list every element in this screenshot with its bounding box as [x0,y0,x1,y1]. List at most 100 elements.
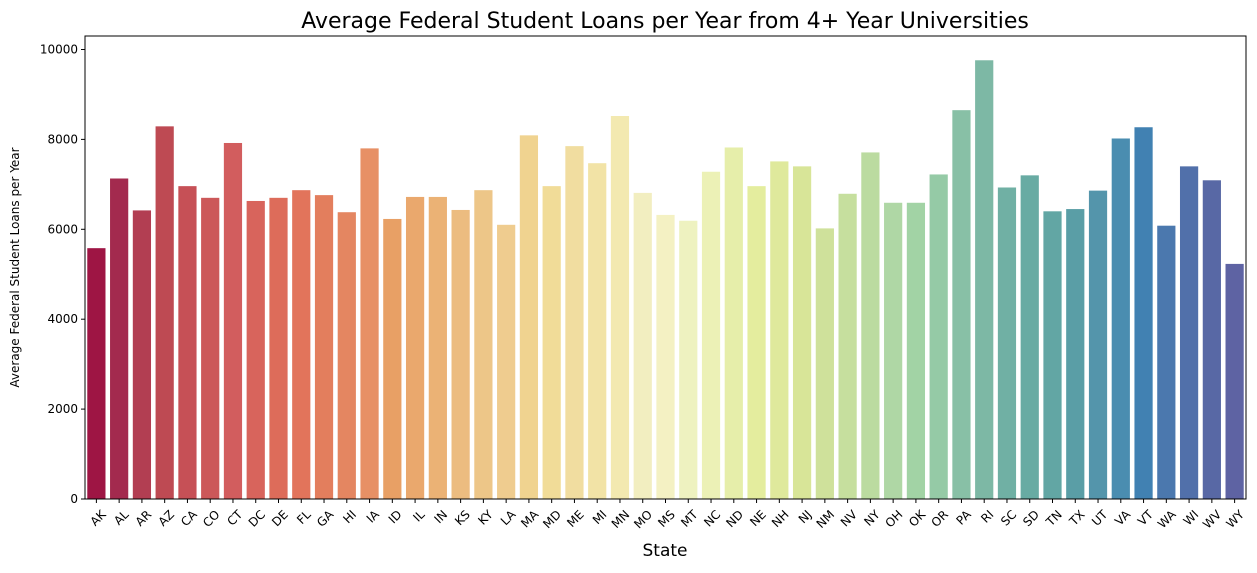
x-axis-label: State [643,541,688,561]
bar-md [542,186,561,499]
x-tick-label: TX [1066,507,1088,529]
x-tick-label: NJ [796,507,815,526]
x-tick-label: DC [246,507,268,529]
x-tick-label: MO [631,507,655,531]
x-tick-label: MD [540,507,564,531]
x-tick-label: CT [224,507,245,528]
bar-ok [906,202,926,499]
bar-il [405,196,425,499]
x-tick-label: IA [364,507,383,526]
x-tick-label: OK [906,507,929,530]
bar-ky [474,190,493,499]
x-tick-label: PA [953,507,974,528]
bar-ms [656,214,675,499]
x-tick-label: DE [269,507,291,529]
x-tick-label: NV [838,507,861,530]
y-tick-label: 6000 [47,222,78,236]
bar-az [155,126,174,499]
x-tick-label: OR [929,507,951,529]
bar-mo [633,192,652,499]
bar-nm [815,228,834,499]
x-tick-label: ND [723,507,746,530]
x-tick-label: SC [998,507,1019,528]
bar-wa [1157,225,1176,499]
bar-la [497,224,516,500]
x-tick-label: NM [814,507,838,531]
bar-wi [1179,166,1199,500]
bar-ct [223,142,243,500]
x-tick-label: UT [1089,507,1111,529]
x-tick-label: AZ [155,507,177,529]
y-tick-label: 10000 [40,42,78,56]
x-tick-label: NE [747,507,769,529]
bar-nj [792,166,812,500]
x-tick-label: WY [1223,507,1247,531]
x-tick-label: NC [701,507,723,529]
x-axis: AK AL AR AZ CA CO CT DC DE FL GA HI IA ID IL IN KS KY LA MA… [87,499,1247,532]
bar-mi [588,163,607,499]
x-tick-label: CO [200,507,223,530]
bar-tx [1066,209,1085,499]
bar-nc [701,171,721,499]
y-axis: 0 2000 4000 6000 8000 10000 [40,42,85,506]
x-tick-label: AR [133,507,155,529]
bar-ca [178,186,197,499]
x-tick-label: GA [314,507,337,530]
x-tick-label: WV [1200,507,1225,532]
bar-ri [975,60,994,500]
bar-sd [1020,175,1039,499]
bar-sc [997,187,1017,500]
bar-me [565,146,584,499]
bar-or [929,174,948,499]
bar-ks [451,209,470,499]
x-tick-label: WA [1155,507,1179,531]
x-tick-label: HI [340,507,359,526]
bar-in [428,196,447,499]
x-tick-label: ME [564,507,587,530]
bar-al [110,178,129,499]
x-tick-label: CA [178,507,200,529]
y-tick-label: 0 [70,492,78,506]
bar-ia [360,148,379,499]
bar-wy [1225,263,1244,499]
x-tick-label: KS [452,507,473,528]
bar-mt [679,220,698,499]
x-tick-label: MN [609,507,633,531]
x-tick-label: KY [475,507,496,528]
x-tick-label: VT [1135,507,1156,528]
x-tick-label: LA [498,507,519,528]
y-axis-label: Average Federal Student Loans per Year [8,147,22,387]
x-tick-label: IL [410,507,427,524]
bar-co [201,197,220,499]
bar-ny [861,152,880,500]
x-tick-label: NY [861,507,883,529]
bar-de [269,197,288,499]
y-tick-label: 2000 [47,402,78,416]
bar-oh [884,202,903,499]
x-tick-label: MT [678,507,701,530]
bar-ak [87,248,106,499]
bar-hi [337,212,356,499]
bar-nh [770,161,789,499]
bar-ut [1088,190,1108,499]
y-tick-label: 8000 [47,132,78,146]
x-tick-label: SD [1020,507,1042,529]
bar-ma [519,135,539,499]
bar-tn [1043,211,1062,499]
x-tick-label: AK [87,507,109,529]
x-tick-label: NH [769,507,792,530]
x-tick-label: TN [1043,507,1065,529]
bar-nd [724,147,743,500]
bar-va [1111,138,1130,500]
x-tick-label: FL [294,507,314,527]
bar-dc [246,200,265,499]
x-tick-label: IN [431,507,450,526]
y-tick-label: 4000 [47,312,78,326]
plot-frame [84,35,1247,500]
bar-ar [132,210,152,499]
bar-pa [952,110,971,500]
bar-wv [1202,180,1221,500]
bar-ne [747,186,766,499]
